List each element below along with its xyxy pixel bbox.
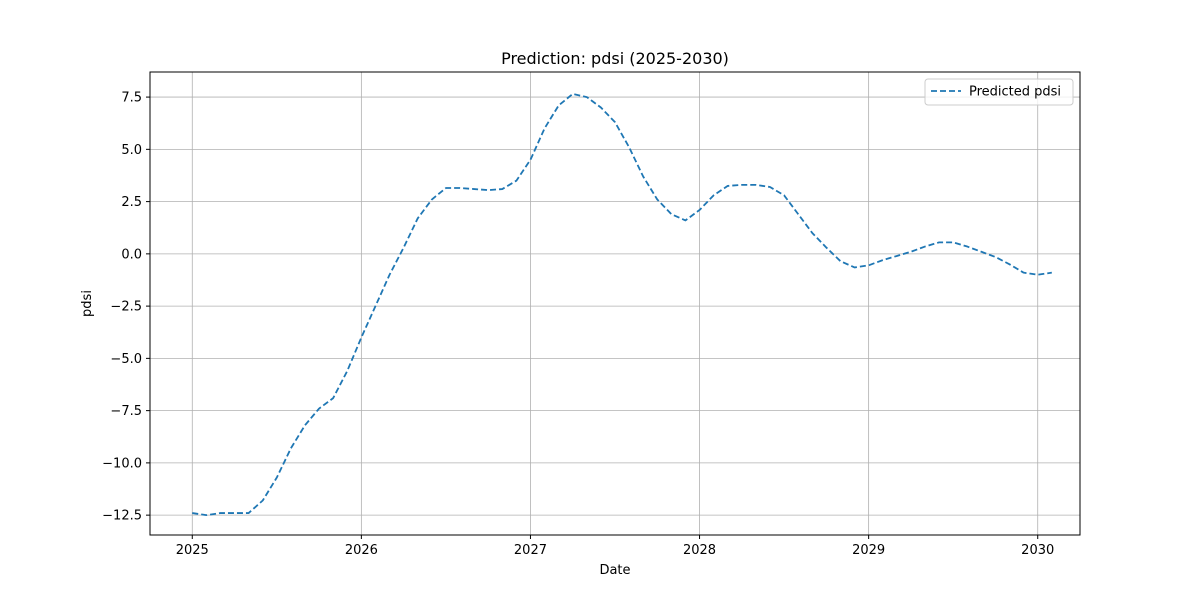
- y-tick-label: −5.0: [110, 352, 142, 367]
- y-tick-label: 7.5: [121, 91, 142, 106]
- y-tick-label: 5.0: [121, 143, 142, 158]
- y-tick-label: 2.5: [121, 195, 142, 210]
- series-layer: [192, 93, 1052, 517]
- grid: [150, 72, 1080, 535]
- x-tick-label: 2027: [514, 543, 547, 558]
- x-tick-label: 2030: [1021, 543, 1054, 558]
- x-tick-label: 2025: [176, 543, 209, 558]
- x-axis: 2025 2026 2027 2028 2029 2030: [176, 535, 1054, 558]
- legend: Predicted pdsi: [924, 78, 1074, 106]
- x-axis-title: Date: [599, 563, 630, 578]
- legend-box: [924, 78, 1074, 106]
- plot-area-frame: [149, 71, 1081, 536]
- y-axis-title: pdsi: [80, 290, 95, 317]
- x-tick-label: 2028: [683, 543, 716, 558]
- y-tick-label: −12.5: [102, 509, 142, 524]
- legend-label: Predicted pdsi: [969, 85, 1061, 100]
- y-tick-label: 0.0: [121, 247, 142, 262]
- y-tick-label: −2.5: [110, 300, 142, 315]
- y-tick-label: −7.5: [110, 404, 142, 419]
- x-tick-label: 2029: [852, 543, 885, 558]
- y-tick-label: −10.0: [102, 456, 142, 471]
- y-axis: −12.5 −10.0 −7.5 −5.0 −2.5 0.0 2.5 5.0 7.5: [102, 91, 150, 524]
- x-tick-label: 2026: [345, 543, 378, 558]
- series-line-predicted-pdsi: [192, 93, 1052, 517]
- chart-title: Prediction: pdsi (2025-2030): [501, 49, 729, 68]
